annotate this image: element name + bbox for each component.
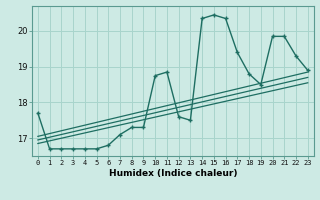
X-axis label: Humidex (Indice chaleur): Humidex (Indice chaleur) [108,169,237,178]
